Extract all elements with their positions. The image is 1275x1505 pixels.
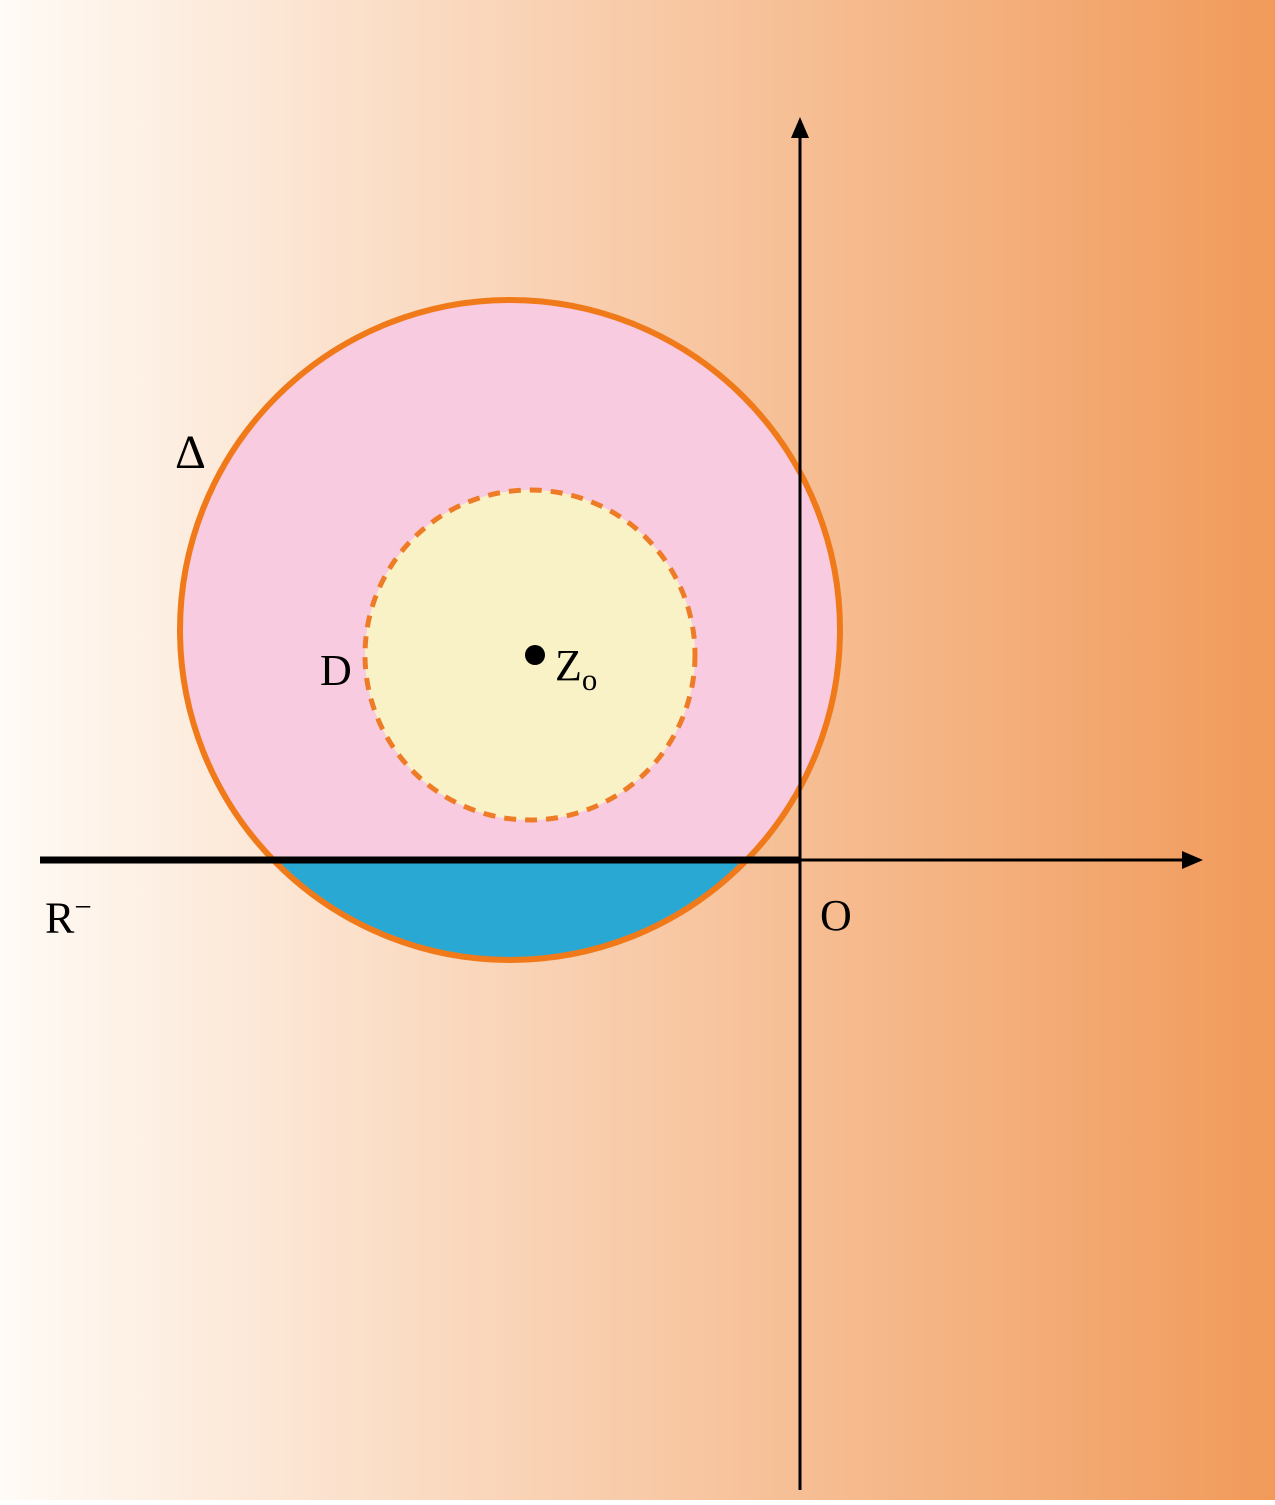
diagram-svg: [0, 0, 1275, 1500]
z-sub: o: [582, 663, 597, 697]
d-label: D: [320, 645, 352, 696]
origin-label: O: [820, 890, 852, 941]
center-point: [525, 645, 545, 665]
z-text: Z: [555, 641, 582, 690]
delta-text: Δ: [175, 426, 206, 479]
r-text: R: [45, 894, 74, 943]
r-minus-label: R−: [45, 890, 92, 944]
diagram-canvas: Δ D Zo O R−: [0, 0, 1275, 1500]
d-text: D: [320, 646, 352, 695]
r-sup: −: [74, 890, 91, 924]
z-label: Zo: [555, 640, 597, 698]
delta-label: Δ: [175, 425, 206, 480]
o-text: O: [820, 891, 852, 940]
